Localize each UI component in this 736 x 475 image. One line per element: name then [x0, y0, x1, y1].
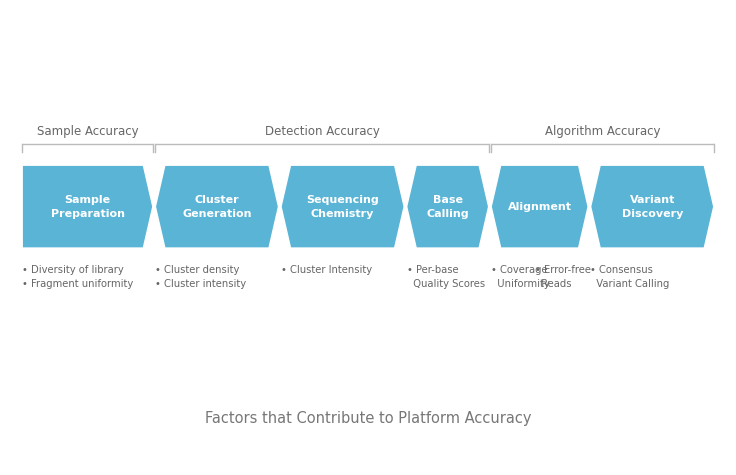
Text: • Error-free
  Reads: • Error-free Reads	[535, 265, 591, 289]
Text: • Diversity of library
• Fragment uniformity: • Diversity of library • Fragment unifor…	[22, 265, 133, 289]
Text: Algorithm Accuracy: Algorithm Accuracy	[545, 125, 660, 138]
Text: Sequencing
Chemistry: Sequencing Chemistry	[306, 195, 379, 219]
Text: • Coverage
  Uniformity: • Coverage Uniformity	[491, 265, 550, 289]
Polygon shape	[491, 165, 588, 248]
Text: Base
Calling: Base Calling	[426, 195, 469, 219]
Polygon shape	[155, 165, 279, 248]
Text: Alignment: Alignment	[508, 201, 572, 212]
Text: Factors that Contribute to Platform Accuracy: Factors that Contribute to Platform Accu…	[205, 410, 531, 426]
Polygon shape	[281, 165, 404, 248]
Text: Sample Accuracy: Sample Accuracy	[37, 125, 138, 138]
Text: Detection Accuracy: Detection Accuracy	[264, 125, 380, 138]
Text: Cluster
Generation: Cluster Generation	[183, 195, 252, 219]
Polygon shape	[406, 165, 489, 248]
Text: • Per-base
  Quality Scores: • Per-base Quality Scores	[406, 265, 484, 289]
Text: • Cluster Intensity: • Cluster Intensity	[281, 265, 372, 275]
Text: Variant
Discovery: Variant Discovery	[621, 195, 683, 219]
Polygon shape	[590, 165, 714, 248]
Text: • Cluster density
• Cluster intensity: • Cluster density • Cluster intensity	[155, 265, 247, 289]
Text: Sample
Preparation: Sample Preparation	[51, 195, 124, 219]
Polygon shape	[22, 165, 153, 248]
Text: • Consensus
  Variant Calling: • Consensus Variant Calling	[590, 265, 670, 289]
